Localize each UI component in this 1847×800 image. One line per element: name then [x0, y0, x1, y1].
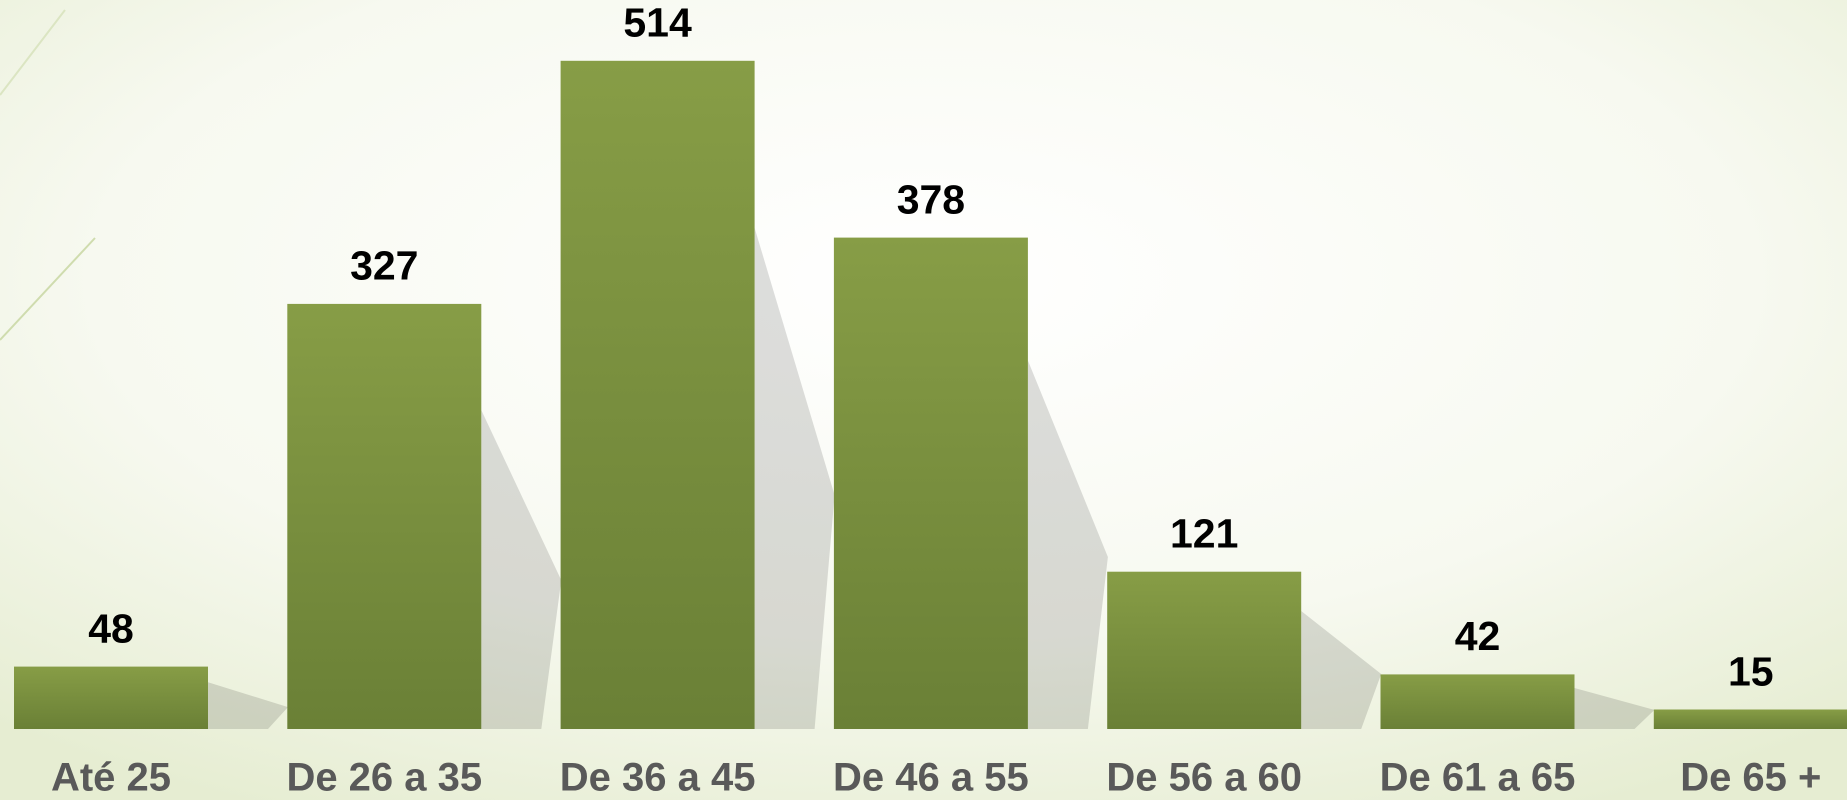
bar-shadow	[1301, 611, 1382, 729]
x-tick-label: De 56 a 60	[1106, 756, 1302, 800]
x-tick-label: De 36 a 45	[560, 756, 756, 800]
bar	[1653, 709, 1847, 729]
bar	[287, 303, 482, 729]
value-label: 48	[88, 605, 134, 651]
shadows	[208, 227, 1655, 729]
value-label: 42	[1455, 613, 1501, 659]
value-label: 514	[623, 0, 692, 46]
x-tick-label: De 65 +	[1680, 756, 1821, 800]
bar-shadow	[208, 682, 288, 729]
bar-shadow	[481, 410, 562, 729]
bar	[1107, 571, 1302, 729]
bar	[14, 666, 208, 729]
bar-shadow	[1574, 688, 1655, 729]
x-tick-label: De 26 a 35	[286, 756, 482, 800]
value-label: 121	[1170, 511, 1238, 557]
bar	[833, 237, 1028, 729]
x-tick-label: Até 25	[51, 756, 171, 800]
bars: 48 Até 25 327 De 26 a 35 514 De 36 a 45 378 De …	[14, 0, 1847, 800]
bar-shadow	[754, 227, 835, 729]
x-tick-label: De 61 a 65	[1380, 756, 1576, 800]
bar	[560, 60, 755, 730]
bar	[1380, 674, 1575, 729]
bar-shadow	[1027, 360, 1108, 729]
decoration	[0, 237, 96, 341]
x-tick-label: De 46 a 55	[833, 756, 1029, 800]
value-label: 327	[350, 243, 418, 289]
decoration	[0, 9, 66, 96]
value-label: 378	[897, 176, 965, 222]
value-label: 15	[1728, 648, 1774, 694]
